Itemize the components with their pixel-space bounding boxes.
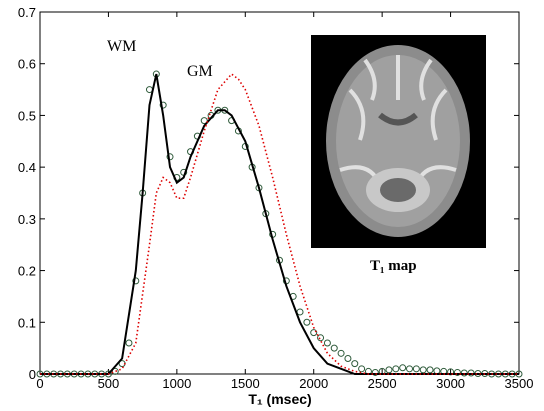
data-point — [359, 366, 365, 372]
data-point — [345, 355, 351, 361]
annotation: WM — [107, 38, 136, 55]
x-tick-label: 0 — [36, 376, 43, 391]
data-point — [400, 365, 406, 371]
x-tick-label: 1500 — [231, 376, 260, 391]
y-tick-label: 0.7 — [18, 5, 36, 20]
data-point — [393, 366, 399, 372]
data-point — [427, 367, 433, 373]
y-tick-label: 0.6 — [18, 57, 36, 72]
data-point — [468, 370, 474, 376]
x-tick-label: 3500 — [505, 376, 534, 391]
x-tick-label: 500 — [98, 376, 120, 391]
x-tick-label: 1000 — [162, 376, 191, 391]
chart: T₁ map WM GM T₁ (msec) 0 0.1 0.2 0.3 0.4 0.5 0… — [0, 0, 544, 411]
t1-map-image — [311, 35, 486, 248]
y-tick-label: 0.1 — [18, 315, 36, 330]
data-point — [126, 340, 132, 346]
y-tick-label: 0.2 — [18, 264, 36, 279]
data-point — [413, 366, 419, 372]
data-point — [324, 340, 330, 346]
inset-label: T₁ map — [370, 258, 417, 274]
data-point — [331, 345, 337, 351]
annotation: GM — [187, 63, 213, 80]
y-tick-label: 0.3 — [18, 212, 36, 227]
data-point — [338, 350, 344, 356]
data-point — [318, 335, 324, 341]
data-point — [386, 367, 392, 373]
x-tick-label: 3000 — [436, 376, 465, 391]
data-point — [434, 368, 440, 374]
data-point — [407, 366, 413, 372]
x-tick-label: 2500 — [368, 376, 397, 391]
data-point — [352, 361, 358, 367]
data-point — [304, 319, 310, 325]
data-point — [420, 367, 426, 373]
y-tick-label: 0 — [29, 367, 36, 382]
x-axis-label: T₁ (msec) — [248, 391, 311, 407]
y-tick-label: 0.4 — [18, 160, 36, 175]
y-tick-label: 0.5 — [18, 108, 36, 123]
x-tick-label: 2000 — [299, 376, 328, 391]
